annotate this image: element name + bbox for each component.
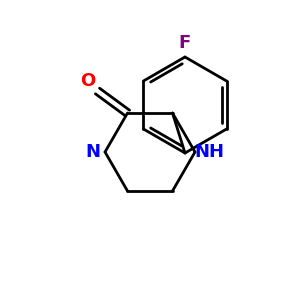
Text: F: F <box>179 34 191 52</box>
Text: N: N <box>85 143 100 161</box>
Text: NH: NH <box>194 143 224 161</box>
Text: O: O <box>80 72 95 90</box>
